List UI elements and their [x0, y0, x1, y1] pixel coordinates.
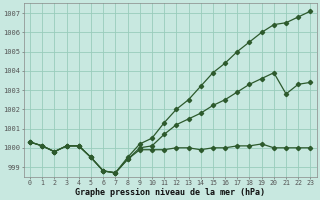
X-axis label: Graphe pression niveau de la mer (hPa): Graphe pression niveau de la mer (hPa) [75, 188, 265, 197]
